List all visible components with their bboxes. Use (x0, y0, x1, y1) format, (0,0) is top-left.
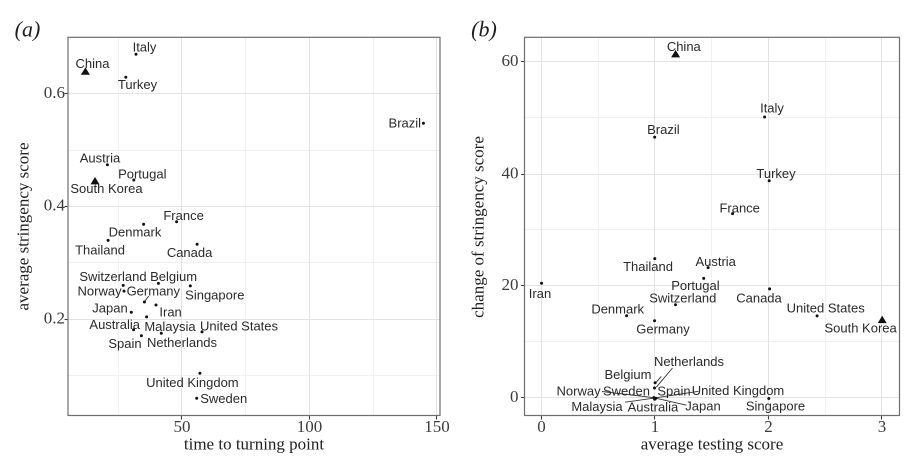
svg-text:1: 1 (651, 417, 660, 436)
svg-text:Canada: Canada (736, 290, 782, 305)
svg-text:Portugal: Portugal (671, 278, 720, 293)
svg-text:France: France (163, 208, 203, 223)
svg-text:Spain: Spain (657, 384, 690, 399)
svg-text:Iran: Iran (159, 305, 181, 320)
svg-text:average stringency score: average stringency score (14, 142, 33, 310)
svg-text:Singapore: Singapore (746, 399, 805, 414)
svg-text:20: 20 (502, 275, 519, 294)
svg-text:3: 3 (878, 417, 887, 436)
svg-text:0: 0 (537, 417, 546, 436)
svg-text:Iran: Iran (529, 286, 551, 301)
svg-text:Norway: Norway (557, 383, 602, 398)
svg-text:60: 60 (502, 51, 519, 70)
svg-text:150: 150 (424, 417, 450, 436)
svg-text:Norway: Norway (78, 284, 123, 299)
svg-text:time to turning point: time to turning point (184, 435, 325, 454)
svg-text:0: 0 (510, 387, 519, 406)
svg-text:Germany: Germany (636, 322, 690, 337)
svg-text:Malaysia: Malaysia (144, 319, 196, 334)
svg-text:United Kingdom: United Kingdom (692, 383, 785, 398)
svg-text:Canada: Canada (167, 245, 213, 260)
svg-text:China: China (667, 39, 702, 54)
svg-text:Thailand: Thailand (75, 242, 125, 257)
svg-text:Singapore: Singapore (185, 288, 244, 303)
svg-text:Switzerland: Switzerland (79, 269, 146, 284)
svg-text:Sweden: Sweden (200, 391, 247, 406)
svg-text:Australia: Australia (628, 400, 679, 415)
svg-text:Turkey: Turkey (118, 77, 158, 92)
svg-text:Australia: Australia (89, 317, 140, 332)
svg-text:0.4: 0.4 (44, 196, 66, 215)
svg-text:Netherlands: Netherlands (654, 354, 725, 369)
svg-text:Belgium: Belgium (150, 269, 197, 284)
svg-text:change of stringency score: change of stringency score (469, 136, 488, 318)
svg-text:Netherlands: Netherlands (147, 335, 218, 350)
svg-text:Thailand: Thailand (623, 259, 673, 274)
svg-text:Germany: Germany (127, 284, 181, 299)
svg-text:0.2: 0.2 (44, 309, 65, 328)
svg-text:Sweden: Sweden (603, 383, 650, 398)
svg-text:France: France (719, 200, 759, 215)
svg-text:(a): (a) (15, 17, 41, 42)
svg-text:Brazil: Brazil (647, 122, 680, 137)
svg-text:0.6: 0.6 (44, 83, 65, 102)
svg-text:Italy: Italy (133, 40, 157, 55)
svg-text:Malaysia: Malaysia (571, 399, 623, 414)
svg-text:United States: United States (787, 301, 866, 316)
svg-text:Japan: Japan (685, 399, 720, 414)
svg-text:South Korea: South Korea (70, 181, 143, 196)
svg-text:Austria: Austria (80, 151, 121, 166)
svg-text:50: 50 (174, 417, 191, 436)
svg-text:United States: United States (200, 319, 279, 334)
svg-text:Turkey: Turkey (756, 166, 796, 181)
svg-text:Spain: Spain (108, 336, 141, 351)
svg-text:China: China (76, 56, 111, 71)
svg-text:2: 2 (764, 417, 773, 436)
svg-text:South Korea: South Korea (824, 320, 897, 335)
svg-text:Austria: Austria (695, 254, 736, 269)
svg-text:Portugal: Portugal (118, 167, 167, 182)
svg-text:Brazil: Brazil (389, 116, 422, 131)
svg-text:40: 40 (502, 164, 519, 183)
svg-text:average testing score: average testing score (641, 435, 784, 454)
svg-text:Japan: Japan (92, 300, 127, 315)
svg-text:Denmark: Denmark (591, 302, 644, 317)
svg-text:Switzerland: Switzerland (649, 290, 716, 305)
svg-text:Denmark: Denmark (109, 225, 162, 240)
svg-text:Belgium: Belgium (605, 367, 652, 382)
svg-text:Italy: Italy (760, 101, 784, 116)
svg-text:United Kingdom: United Kingdom (146, 375, 239, 390)
svg-text:100: 100 (297, 417, 323, 436)
svg-text:(b): (b) (471, 17, 497, 42)
